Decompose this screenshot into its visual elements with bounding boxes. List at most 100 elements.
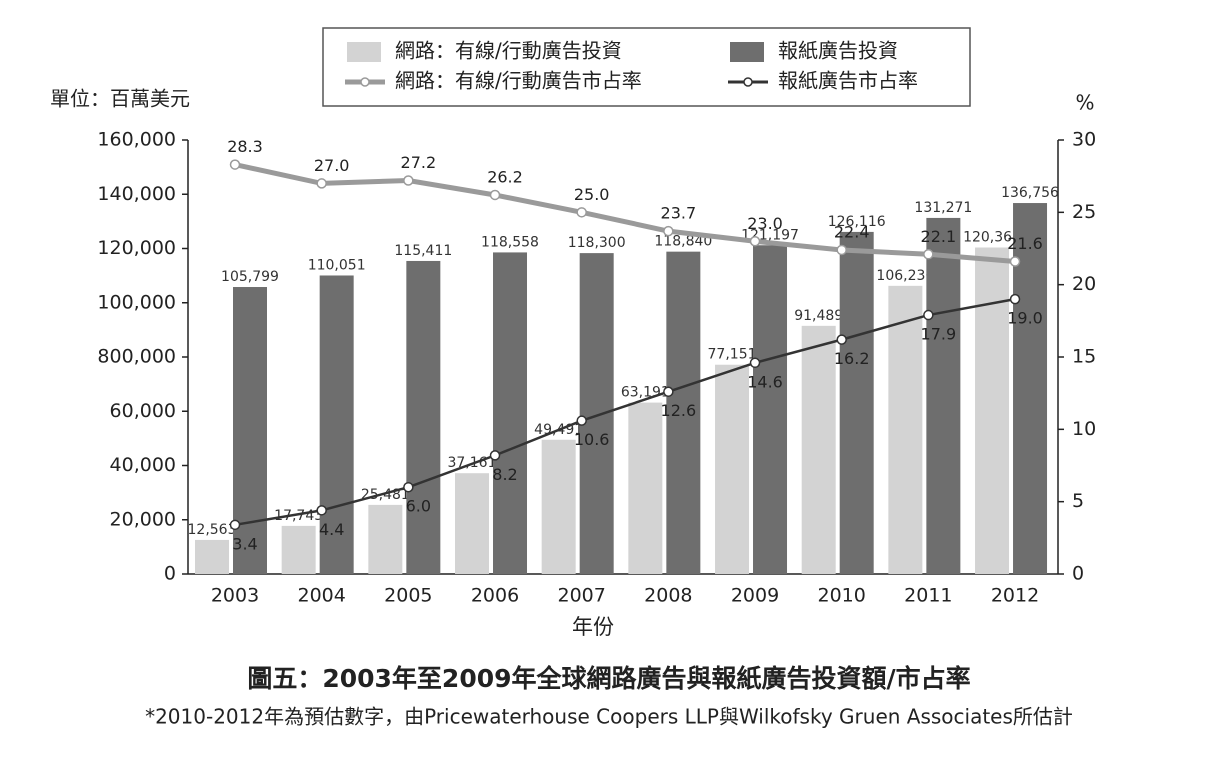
y2-tick-label: 5 (1072, 490, 1084, 512)
line-point (1009, 293, 1021, 305)
line-value-label: 19.0 (1007, 309, 1043, 328)
y-tick-label: 120,000 (97, 237, 176, 259)
x-tick-label: 2004 (297, 585, 345, 607)
y-tick-label: 20,000 (110, 508, 176, 530)
bar-value-label: 91,489 (794, 308, 843, 324)
bar-value-label: 126,116 (828, 214, 886, 230)
x-tick-label: 2012 (991, 585, 1039, 607)
chart-title: 圖五：2003年至2009年全球網路廣告與報紙廣告投資額/市占率 (247, 664, 970, 693)
line-value-label: 28.3 (227, 137, 263, 156)
line-point (489, 450, 501, 461)
bar-value-label: 115,411 (394, 243, 452, 259)
line-value-label: 14.6 (747, 372, 783, 391)
bar (801, 325, 836, 574)
line-value-label: 17.9 (921, 325, 957, 344)
bar-value-label: 131,271 (914, 200, 972, 216)
line-point (836, 334, 847, 345)
line-point (576, 207, 587, 218)
line-point (229, 159, 241, 170)
y-tick-label: 40,000 (110, 454, 176, 476)
line-point (749, 357, 761, 369)
bar-value-label: 106,236 (876, 268, 934, 284)
legend-label: 網路：有線/行動廣告市占率 (395, 69, 642, 93)
legend-marker (360, 77, 370, 87)
line-point (489, 189, 501, 201)
x-tick-label: 2005 (384, 585, 432, 607)
line-point (403, 481, 414, 493)
bar (281, 525, 316, 574)
bar (493, 252, 528, 574)
x-tick-label: 2009 (731, 585, 779, 607)
line-value-label: 26.2 (487, 167, 523, 186)
y2-tick-label: 0 (1072, 563, 1084, 585)
y-tick-label: 800,000 (97, 346, 176, 368)
y2-tick-label: 20 (1072, 273, 1096, 295)
bar (888, 285, 923, 574)
bar (666, 251, 701, 575)
legend-marker (743, 77, 753, 87)
x-tick-label: 2007 (558, 585, 606, 607)
line-value-label: 27.2 (401, 153, 437, 172)
bar (368, 504, 403, 574)
line-value-label: 25.0 (574, 185, 610, 204)
y-tick-label: 160,000 (97, 129, 176, 151)
line (234, 162, 1016, 265)
line-value-label: 4.4 (319, 520, 344, 539)
bar (406, 260, 441, 574)
bar-value-label: 136,756 (1001, 185, 1059, 201)
legend-label: 報紙廣告投資 (778, 39, 898, 63)
line-value-label: 12.6 (661, 401, 697, 420)
line-value-label: 27.0 (314, 156, 350, 175)
bar (628, 402, 663, 574)
bar (541, 439, 576, 574)
x-tick-label: 2008 (644, 585, 692, 607)
legend-swatch (730, 42, 764, 62)
line-point (749, 236, 761, 247)
y-tick-label: 100,000 (97, 291, 176, 313)
y-tick-label: 60,000 (110, 400, 176, 422)
bar-value-label: 105,799 (221, 269, 279, 285)
bar (233, 287, 267, 574)
legend-label: 網路：有線/行動廣告投資 (395, 39, 622, 63)
bar (455, 473, 490, 574)
bar (839, 231, 874, 575)
y2-axis-label: % (1075, 91, 1094, 115)
y-tick-label: 0 (164, 563, 176, 585)
y2-tick-label: 15 (1072, 346, 1096, 368)
x-axis-label: 年份 (572, 615, 614, 639)
line-value-label: 22.1 (921, 227, 957, 246)
bar (926, 217, 961, 574)
note: *2010-2012年為預估數字，由Pricewaterhouse Cooper… (145, 705, 1073, 729)
line-point (403, 175, 414, 186)
legend-label: 報紙廣告市占率 (778, 69, 918, 93)
line-value-label: 3.4 (232, 534, 257, 553)
bar (579, 253, 614, 574)
y-axis-label: 單位：百萬美元 (50, 87, 190, 111)
line-point (576, 415, 587, 426)
line-point (1009, 256, 1021, 267)
bar-value-label: 118,300 (568, 235, 626, 251)
y-tick-label: 140,000 (97, 183, 176, 205)
line-point (923, 249, 934, 260)
y2-tick-label: 25 (1072, 201, 1096, 223)
line-value-label: 16.2 (834, 349, 870, 368)
line-value-label: 23.0 (747, 214, 783, 233)
x-tick-label: 2003 (211, 585, 259, 607)
x-tick-label: 2006 (471, 585, 519, 607)
line-point (663, 225, 674, 237)
line-value-label: 23.7 (661, 204, 697, 223)
y2-tick-label: 10 (1072, 418, 1096, 440)
y2-tick-label: 30 (1072, 129, 1096, 151)
bar (319, 275, 354, 574)
x-tick-label: 2010 (818, 585, 866, 607)
bar-value-label: 120,365 (963, 230, 1021, 246)
line-point (316, 505, 327, 516)
bar-value-label: 77,151 (708, 347, 757, 363)
line-value-label: 8.2 (492, 465, 517, 484)
bar-value-label: 118,558 (481, 234, 539, 250)
line-value-label: 22.4 (834, 222, 870, 241)
line-value-label: 6.0 (406, 497, 431, 516)
bar-value-label: 110,051 (308, 257, 366, 273)
x-tick-label: 2011 (904, 585, 952, 607)
